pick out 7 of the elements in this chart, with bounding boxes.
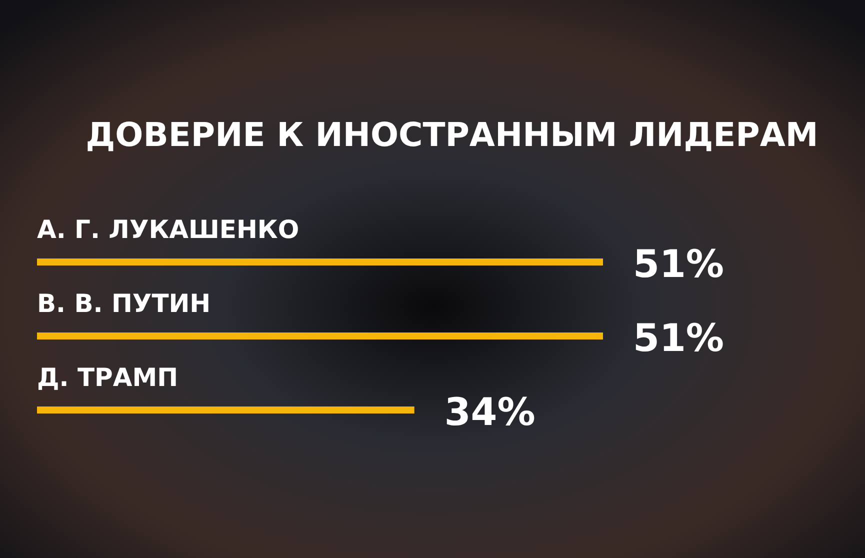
data-label: 51%	[633, 316, 724, 360]
chart-title: ДОВЕРИЕ К ИНОСТРАННЫМ ЛИДЕРАМ	[86, 115, 818, 154]
y-tick-label: А. Г. ЛУКАШЕНКО	[37, 215, 300, 244]
y-tick-label: Д. ТРАМП	[37, 363, 178, 392]
data-label: 34%	[444, 390, 536, 434]
data-label: 51%	[633, 242, 724, 286]
y-tick-label: В. В. ПУТИН	[37, 289, 211, 318]
